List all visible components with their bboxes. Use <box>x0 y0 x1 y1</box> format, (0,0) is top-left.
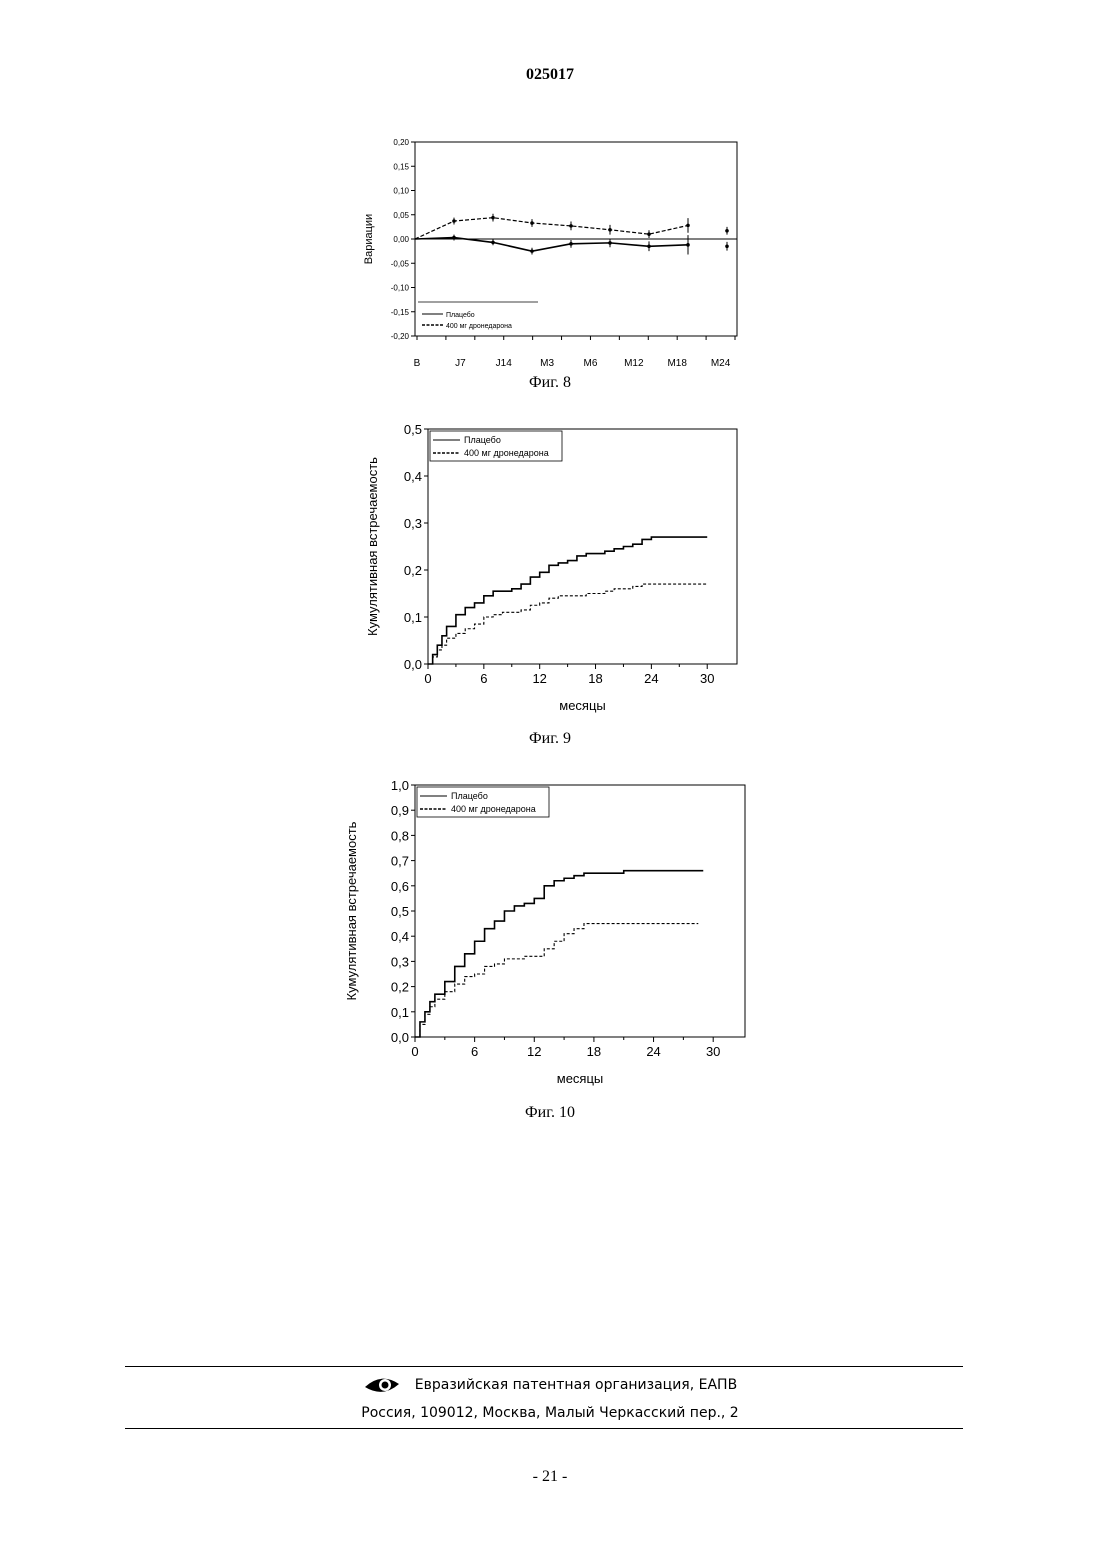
legend-label-dronedarone: 400 мг дронедарона <box>464 448 549 458</box>
y-tick-label: 0,5 <box>391 904 409 919</box>
series-line-placebo <box>428 537 707 664</box>
y-tick-label: 0,3 <box>391 954 409 969</box>
y-axis-label: Вариации <box>363 214 375 264</box>
figure-8-chart: 0,20 0,15 0,10 0,05 0,00 -0,05 -0,10 -0,15 -0,20… <box>350 130 750 370</box>
y-tick-label: 0,4 <box>404 469 422 484</box>
footer-address: Россия, 109012, Москва, Малый Черкасский… <box>0 1405 1100 1421</box>
x-tick-label: 6 <box>471 1044 478 1059</box>
x-tick-label: 18 <box>588 671 602 686</box>
data-point <box>569 224 573 228</box>
figure-10: 1,0 0,9 0,8 0,7 0,6 0,5 0,4 0,3 0,2 0,1 0,00 6 12 18 2… <box>340 775 760 1095</box>
x-tick-label: 30 <box>700 671 714 686</box>
y-axis-label: Кумулятивная встречаемость <box>344 821 359 1000</box>
data-point <box>686 243 690 247</box>
data-point <box>608 228 612 232</box>
plot-frame <box>415 785 745 1037</box>
data-point <box>608 241 612 245</box>
y-tick-label: 0,00 <box>393 235 409 244</box>
figure-8: 0,20 0,15 0,10 0,05 0,00 -0,05 -0,10 -0,15 -0,20… <box>350 130 750 390</box>
x-tick-label: 0 <box>411 1044 418 1059</box>
x-category-label: B <box>414 358 421 369</box>
y-tick-label: -0,20 <box>391 332 410 341</box>
data-point <box>530 249 534 253</box>
eye-logo-icon <box>363 1374 401 1396</box>
y-tick-label: 0,7 <box>391 854 409 869</box>
y-tick-label: 0,8 <box>391 828 409 843</box>
y-tick-label: 0,10 <box>393 187 409 196</box>
series-line-dronedarone <box>415 218 688 239</box>
series-line-dronedarone <box>415 924 698 1037</box>
x-tick-label: 24 <box>644 671 658 686</box>
y-axis-label: Кумулятивная встречаемость <box>365 457 380 636</box>
series-line-dronedarone <box>428 584 707 664</box>
data-point <box>647 232 651 236</box>
x-tick-label: 0 <box>424 671 431 686</box>
y-tick-label: -0,05 <box>391 259 410 268</box>
x-category-label: M12 <box>624 358 644 369</box>
data-point <box>530 221 534 225</box>
page-number: - 21 - <box>0 1468 1100 1486</box>
data-point <box>452 219 456 223</box>
y-tick-label: 0,3 <box>404 516 422 531</box>
x-axis-label: месяцы <box>557 1071 604 1086</box>
series-line-placebo <box>415 238 688 252</box>
x-category-label: M18 <box>667 358 687 369</box>
y-tick-label: 0,2 <box>404 563 422 578</box>
x-tick-label: 12 <box>527 1044 541 1059</box>
y-tick-label: 1,0 <box>391 778 409 793</box>
footer-top-rule <box>125 1366 963 1367</box>
figure-8-caption: Фиг. 8 <box>450 374 650 392</box>
y-tick-label: 0,9 <box>391 803 409 818</box>
y-tick-label: 0,05 <box>393 211 409 220</box>
data-point <box>686 224 690 228</box>
x-category-label: M24 <box>711 358 731 369</box>
legend-label-placebo: Плацебо <box>446 311 475 319</box>
y-tick-label: -0,15 <box>391 308 410 317</box>
y-tick-label: 0,2 <box>391 980 409 995</box>
y-tick-label: 0,0 <box>391 1030 409 1045</box>
x-tick-label: 12 <box>532 671 546 686</box>
x-tick-label: 24 <box>646 1044 660 1059</box>
footer-bottom-rule <box>125 1428 963 1429</box>
footer-organization-line: Евразийская патентная организация, ЕАПВ <box>0 1374 1100 1396</box>
data-point <box>647 244 651 248</box>
data-point <box>452 236 456 240</box>
y-tick-label: 0,4 <box>391 929 409 944</box>
series-line-placebo <box>415 871 703 1037</box>
legend-label-placebo: Плацебо <box>451 791 488 801</box>
data-point <box>491 216 495 220</box>
y-tick-label: 0,6 <box>391 879 409 894</box>
data-point <box>725 244 729 248</box>
y-tick-label: -0,10 <box>391 284 410 293</box>
organization-name: Евразийская патентная организация, ЕАПВ <box>415 1377 737 1393</box>
y-tick-label: 0,1 <box>404 610 422 625</box>
y-tick-label: 0,5 <box>404 422 422 437</box>
document-number: 025017 <box>0 66 1100 84</box>
figure-9-chart: 0,5 0,4 0,3 0,2 0,1 0,00 6 12 18 24 30 месяцы Кумуля… <box>350 420 750 720</box>
legend-label-dronedarone: 400 мг дронедарона <box>446 323 512 330</box>
figure-10-chart: 1,0 0,9 0,8 0,7 0,6 0,5 0,4 0,3 0,2 0,1 0,00 6 12 18 2… <box>340 775 760 1095</box>
x-tick-label: 6 <box>480 671 487 686</box>
figure-10-caption: Фиг. 10 <box>450 1104 650 1122</box>
y-tick-label: 0,15 <box>393 162 409 171</box>
x-tick-label: 18 <box>587 1044 601 1059</box>
y-tick-label: 0,1 <box>391 1005 409 1020</box>
x-category-label: J7 <box>455 358 466 369</box>
legend-label-placebo: Плацебо <box>464 435 501 445</box>
x-tick-label: 30 <box>706 1044 720 1059</box>
x-category-label: M3 <box>540 358 554 369</box>
y-tick-label: 0,0 <box>404 657 422 672</box>
data-point <box>725 229 729 233</box>
x-axis-label: месяцы <box>559 698 606 713</box>
y-tick-label: 0,20 <box>393 138 409 147</box>
legend-label-dronedarone: 400 мг дронедарона <box>451 804 536 814</box>
figure-9-caption: Фиг. 9 <box>450 730 650 748</box>
x-category-label: J14 <box>496 358 513 369</box>
x-category-label: M6 <box>584 358 598 369</box>
data-point <box>569 242 573 246</box>
data-point <box>491 241 495 245</box>
figure-9: 0,5 0,4 0,3 0,2 0,1 0,00 6 12 18 24 30 месяцы Кумуля… <box>350 420 750 720</box>
